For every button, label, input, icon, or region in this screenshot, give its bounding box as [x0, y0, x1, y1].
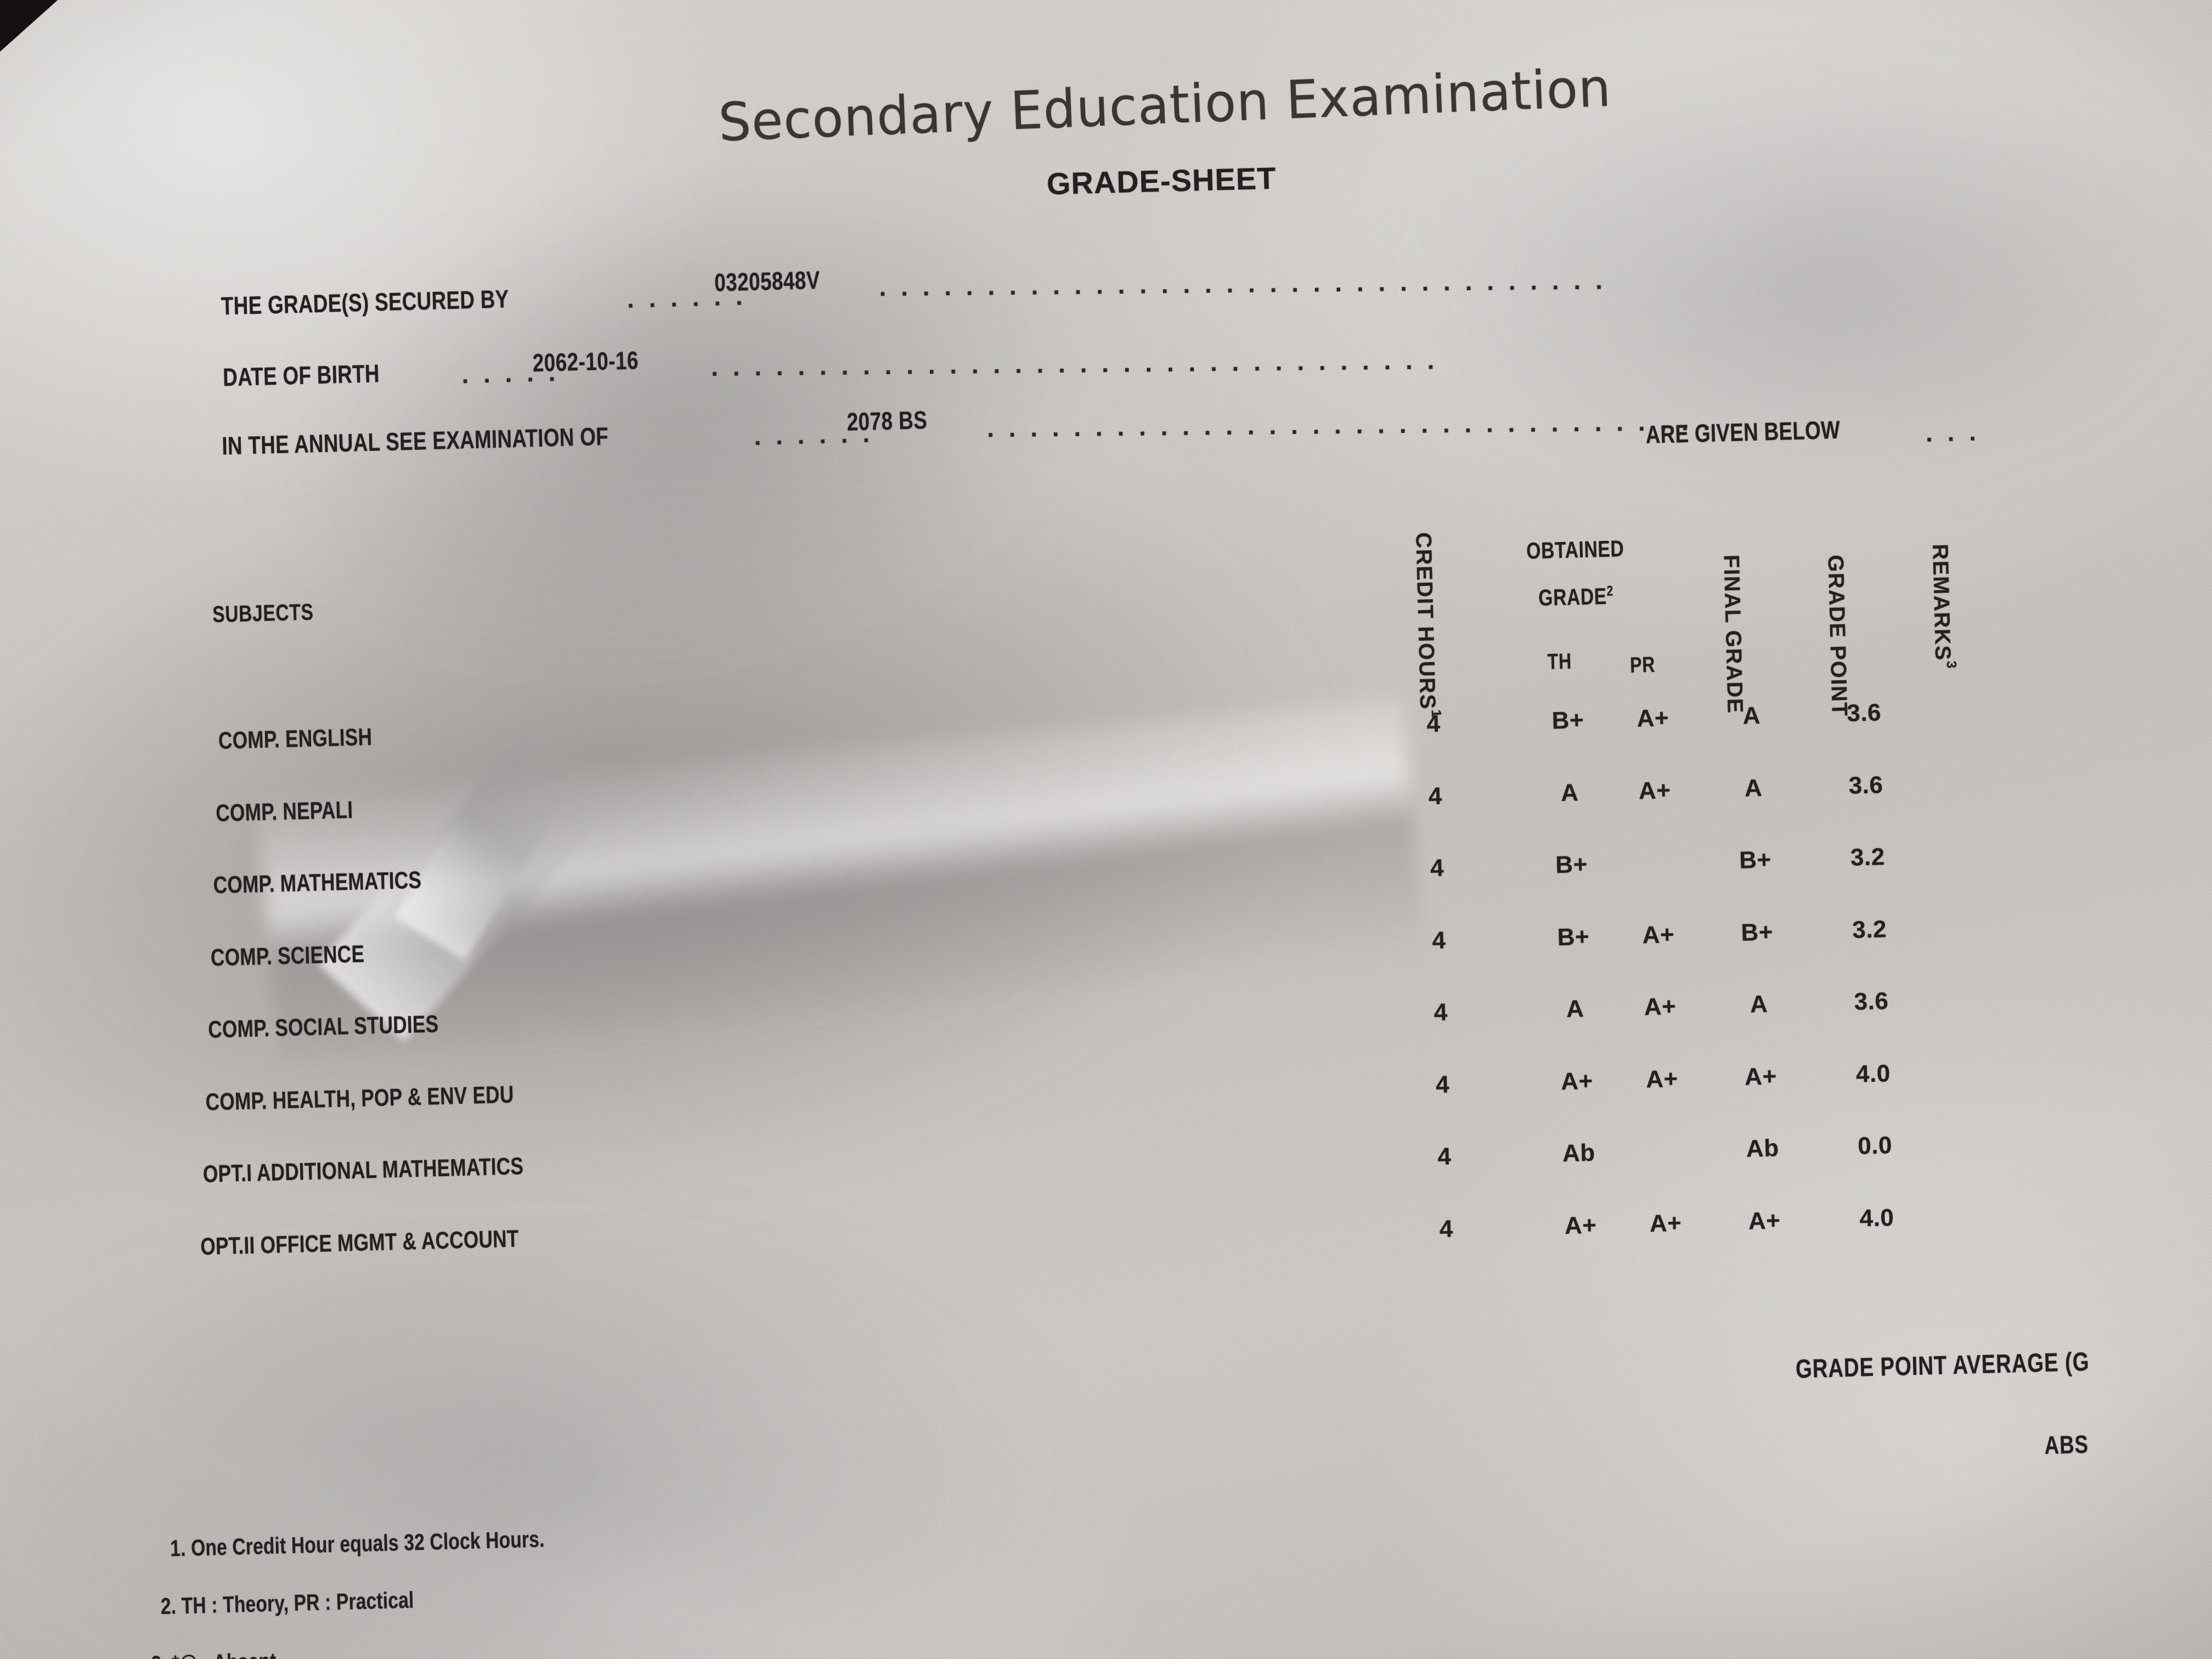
- final-grade-column-header: FINAL GRADE: [1719, 554, 1747, 714]
- subject-name: OPT.II OFFICE MGMT & ACCOUNT: [200, 1224, 520, 1260]
- secured-by-label: THE GRADE(S) SECURED BY: [221, 284, 510, 320]
- are-given-below-leader: . . .: [1925, 417, 1980, 448]
- cell-credit: 4: [1435, 1070, 1450, 1098]
- cell-final: A: [1750, 990, 1768, 1018]
- cell-th: A+: [1564, 1211, 1598, 1239]
- cell-credit: 4: [1431, 926, 1447, 954]
- cell-credit: 4: [1426, 710, 1441, 738]
- dob-leader-right: . . . . . . . . . . . . . . . . . . . . …: [710, 346, 1438, 382]
- cell-point: 4.0: [1859, 1204, 1894, 1232]
- subject-name: COMP. MATHEMATICS: [213, 866, 422, 899]
- cell-th: A: [1566, 995, 1584, 1023]
- subject-name: COMP. SCIENCE: [210, 940, 365, 971]
- cell-pr: A+: [1636, 704, 1669, 732]
- grade-point-column-header: GRADE POINT: [1823, 554, 1852, 718]
- cell-pr: A+: [1641, 921, 1675, 949]
- cell-credit: 4: [1428, 782, 1443, 810]
- exam-leader-right: . . . . . . . . . . . . . . . . . . . . …: [986, 407, 1714, 443]
- th-column-header: TH: [1547, 649, 1572, 674]
- date-of-birth-label: DATE OF BIRTH: [222, 359, 380, 392]
- page-subtitle: GRADE-SHEET: [1046, 160, 1277, 201]
- cell-th: A: [1560, 778, 1579, 806]
- cell-th: A+: [1560, 1067, 1594, 1095]
- cell-credit: 4: [1430, 854, 1444, 882]
- cell-credit: 4: [1439, 1215, 1454, 1243]
- footnote-3: 3. *@ : Absent: [151, 1648, 276, 1659]
- cell-th: Ab: [1562, 1139, 1596, 1167]
- cell-pr: A+: [1644, 992, 1677, 1021]
- absent-label: ABS: [2044, 1430, 2089, 1460]
- pr-column-header: PR: [1629, 652, 1656, 678]
- cell-point: 3.6: [1854, 988, 1889, 1015]
- cell-th: B+: [1557, 923, 1590, 951]
- cell-final: B+: [1739, 846, 1772, 874]
- subject-name: COMP. NEPALI: [215, 796, 353, 827]
- cell-pr: A+: [1645, 1065, 1679, 1093]
- paper-shadow-lower: [0, 1194, 1283, 1659]
- subject-name: COMP. SOCIAL STUDIES: [207, 1011, 439, 1043]
- cell-point: 3.6: [1846, 699, 1882, 727]
- subject-name: COMP. HEALTH, POP & ENV EDU: [205, 1081, 515, 1116]
- cell-pr: A+: [1649, 1209, 1682, 1237]
- cell-final: Ab: [1746, 1135, 1780, 1163]
- page-title: Secondary Education Examination: [717, 57, 1612, 154]
- cell-th: B+: [1555, 850, 1588, 879]
- cell-final: B+: [1740, 918, 1774, 946]
- cell-final: A+: [1748, 1206, 1781, 1235]
- obtained-label: OBTAINED: [1526, 535, 1624, 564]
- secured-by-leader-right: . . . . . . . . . . . . . . . . . . . . …: [879, 266, 1606, 302]
- subjects-column-header: SUBJECTS: [212, 599, 314, 628]
- cell-credit: 4: [1437, 1143, 1452, 1170]
- cell-point: 3.2: [1850, 843, 1886, 871]
- cell-point: 3.2: [1852, 915, 1887, 944]
- cell-final: A: [1744, 774, 1763, 802]
- cell-credit: 4: [1434, 998, 1448, 1026]
- cell-point: 0.0: [1857, 1132, 1893, 1160]
- subject-name: OPT.I ADDITIONAL MATHEMATICS: [202, 1153, 524, 1188]
- cell-th: B+: [1551, 706, 1584, 735]
- date-of-birth-value: 2062-10-16: [532, 346, 639, 377]
- cell-pr: A+: [1638, 776, 1672, 804]
- exam-year-value: 2078 BS: [847, 405, 928, 436]
- grade-point-average-label: GRADE POINT AVERAGE (G: [1795, 1347, 2090, 1384]
- cell-final: A+: [1744, 1062, 1778, 1091]
- symbol-number-value: 03205848V: [714, 265, 821, 297]
- are-given-below-label: ARE GIVEN BELOW: [1645, 415, 1841, 449]
- exam-year-label: IN THE ANNUAL SEE EXAMINATION OF: [221, 421, 609, 460]
- remarks-column-header: REMARKS3: [1927, 543, 1959, 670]
- paper-shadow-right: [1327, 33, 2212, 531]
- footnote-1: 1. One Credit Hour equals 32 Clock Hours…: [170, 1526, 545, 1561]
- credit-hours-column-header: CREDIT HOURS1: [1411, 532, 1444, 719]
- cell-final: A: [1742, 702, 1761, 730]
- obtained-grade-label: GRADE2: [1538, 582, 1614, 611]
- subject-name: COMP. ENGLISH: [218, 723, 373, 754]
- cell-point: 3.6: [1848, 771, 1883, 799]
- cell-point: 4.0: [1855, 1059, 1891, 1088]
- footnote-2: 2. TH : Theory, PR : Practical: [160, 1587, 415, 1620]
